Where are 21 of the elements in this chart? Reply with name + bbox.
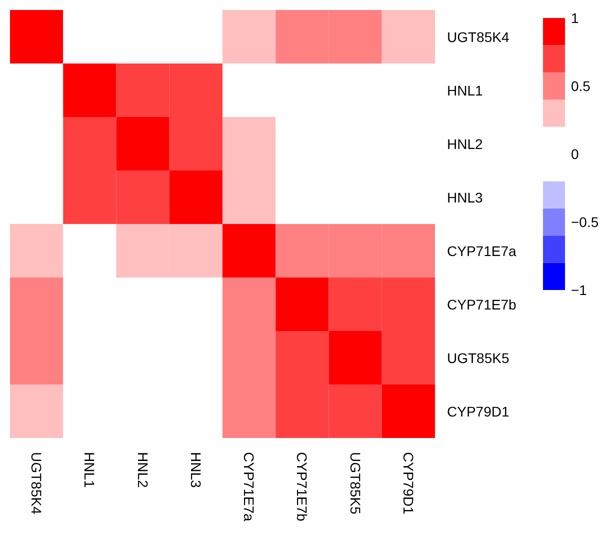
x-tick-label: CYP79D1 (400, 452, 416, 514)
x-tick-label: HNL2 (134, 452, 151, 488)
y-tick-label: CYP79D1 (447, 403, 510, 420)
x-tick-label: HNL3 (188, 452, 204, 488)
y-tick-label: CYP71E7a (447, 242, 516, 259)
y-tick-label: CYP71E7b (447, 296, 516, 312)
color-bar-label: 0.5 (571, 78, 591, 94)
x-tick-label: UGT85K4 (28, 452, 45, 514)
y-tick-label: UGT85K4 (447, 28, 510, 45)
color-bar-label: 0 (571, 146, 579, 162)
y-tick-label: HNL3 (447, 189, 484, 206)
color-bar-label: 1 (571, 10, 579, 26)
y-tick-label: UGT85K5 (447, 350, 510, 366)
color-bar-label: −1 (571, 282, 588, 298)
color-bar-label: −0.5 (571, 214, 599, 230)
x-tick-label: UGT85K5 (347, 452, 364, 514)
y-tick-label: HNL1 (447, 82, 484, 98)
x-tick-label: CYP71E7b (294, 452, 310, 522)
x-tick-label: CYP71E7a (241, 452, 258, 522)
y-tick-label: HNL2 (447, 136, 484, 152)
x-tick-label: HNL1 (82, 452, 98, 488)
